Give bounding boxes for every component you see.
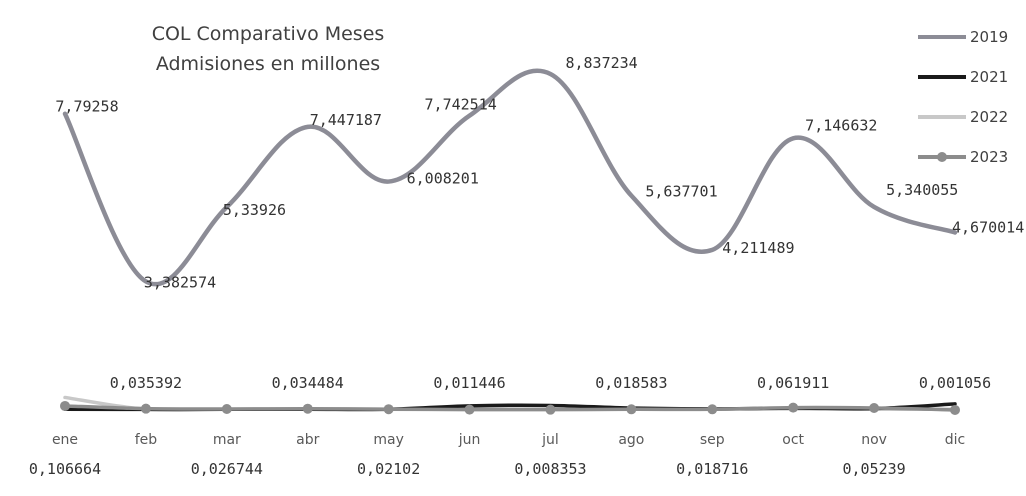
point-2023-mar xyxy=(221,403,232,414)
x-tick-oct: oct xyxy=(782,432,804,448)
legend-label-2022: 2022 xyxy=(970,108,1008,126)
legend-label-2019: 2019 xyxy=(970,28,1008,46)
data-label-2023-jun: 0,011446 xyxy=(433,374,505,392)
data-label-2019-jun: 7,742514 xyxy=(425,96,497,114)
x-tick-abr: abr xyxy=(296,432,319,448)
data-label-2019-feb: 3,382574 xyxy=(144,273,216,291)
x-tick-may: may xyxy=(373,432,404,448)
chart-title-line-2: Admisiones en millones xyxy=(156,53,380,75)
series-line-2023 xyxy=(63,404,957,412)
point-2023-dic xyxy=(950,404,960,415)
point-2023-ene xyxy=(60,400,70,411)
data-label-2023-ago: 0,018583 xyxy=(595,374,667,392)
x-tick-jun: jun xyxy=(458,432,481,448)
legend: 2019 2021 2022 2023 xyxy=(918,28,1008,166)
data-label-2019-nov: 5,340055 xyxy=(886,181,958,199)
data-label-2019-sep: 4,211489 xyxy=(722,239,794,257)
data-label-2023-nov: 0,05239 xyxy=(842,460,905,478)
point-2023-sep xyxy=(707,404,718,415)
legend-marker-2023 xyxy=(937,152,947,162)
point-2023-jun xyxy=(464,404,475,415)
series-layer xyxy=(60,68,960,415)
series-line-2019 xyxy=(62,68,958,287)
point-2023-abr xyxy=(302,403,313,414)
point-2023-oct xyxy=(788,402,799,413)
data-label-2019-mar: 5,33926 xyxy=(223,201,286,219)
data-label-2019-abr: 7,447187 xyxy=(310,111,382,129)
data-label-2023-ene: 0,106664 xyxy=(29,460,101,478)
legend-label-2023: 2023 xyxy=(970,148,1008,166)
legend-label-2021: 2021 xyxy=(970,68,1008,86)
data-label-2019-ago: 5,637701 xyxy=(645,183,717,201)
data-label-2019-dic: 4,670014 xyxy=(952,218,1024,236)
x-tick-feb: feb xyxy=(135,432,158,448)
data-label-2019-jul: 8,837234 xyxy=(565,54,637,72)
data-label-2023-sep: 0,018716 xyxy=(676,460,748,478)
x-tick-ago: ago xyxy=(618,432,644,448)
data-label-2023-dic: 0,001056 xyxy=(919,374,991,392)
data-label-2023-abr: 0,034484 xyxy=(272,374,344,392)
x-tick-ene: ene xyxy=(52,432,78,448)
data-labels-layer: 7,79258 3,382574 5,33926 7,447187 6,008201 7,… xyxy=(29,54,1024,478)
data-label-2023-mar: 0,026744 xyxy=(191,460,263,478)
x-tick-labels: ene feb mar abr may jun jul ago sep oct nov dic xyxy=(52,432,965,448)
x-tick-nov: nov xyxy=(861,432,887,448)
data-label-2023-may: 0,02102 xyxy=(357,460,420,478)
data-label-2019-oct: 7,146632 xyxy=(805,116,877,134)
point-2023-nov xyxy=(869,403,880,414)
data-label-2023-oct: 0,061911 xyxy=(757,374,829,392)
chart-title-line-1: COL Comparativo Meses xyxy=(152,23,385,45)
data-label-2023-jul: 0,008353 xyxy=(514,460,586,478)
x-tick-dic: dic xyxy=(945,432,965,448)
point-2023-jul xyxy=(545,404,556,415)
data-label-2019-may: 6,008201 xyxy=(407,170,479,188)
point-2023-feb xyxy=(140,403,151,414)
x-tick-sep: sep xyxy=(700,432,725,448)
x-tick-jul: jul xyxy=(541,432,559,448)
data-label-2023-feb: 0,035392 xyxy=(110,374,182,392)
x-tick-mar: mar xyxy=(213,432,241,448)
data-label-2019-ene: 7,79258 xyxy=(55,98,118,116)
point-2023-ago xyxy=(626,404,637,415)
point-2023-may xyxy=(383,404,394,415)
